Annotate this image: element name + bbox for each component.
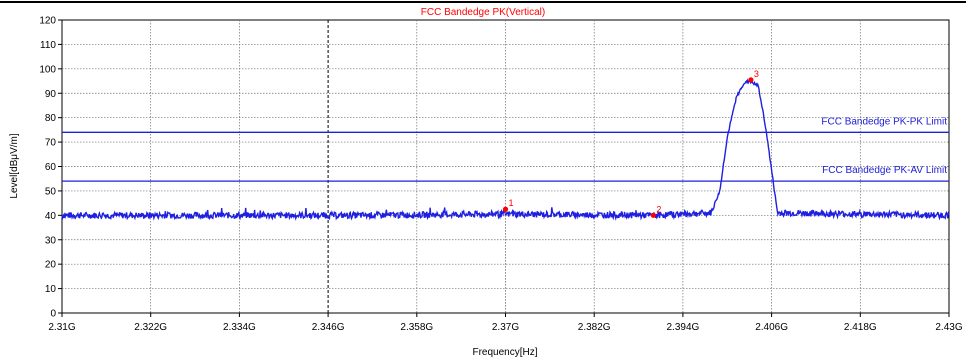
- y-tick-label: 70: [45, 138, 57, 149]
- limit-lines: FCC Bandedge PK-PK Limit FCC Bandedge PK-…: [62, 116, 949, 182]
- y-tick-label: 20: [45, 260, 57, 271]
- x-tick-label: 2.334G: [223, 322, 256, 333]
- y-tick-label: 60: [45, 162, 57, 173]
- grid-lines: [62, 20, 949, 313]
- y-tick-label: 100: [39, 64, 56, 75]
- x-tick-label: 2.31G: [48, 322, 75, 333]
- y-tick-label: 120: [39, 16, 56, 27]
- y-tick-label: 50: [45, 186, 57, 197]
- x-tick-label: 2.382G: [578, 322, 611, 333]
- y-tick-label: 110: [40, 40, 56, 51]
- x-tick-label: 2.43G: [935, 322, 962, 333]
- y-tick-label: 90: [45, 89, 57, 100]
- marker-label: 2: [656, 204, 661, 214]
- limit-label: FCC Bandedge PK-AV Limit: [822, 165, 947, 176]
- x-tick-label: 2.346G: [312, 322, 345, 333]
- limit-label: FCC Bandedge PK-PK Limit: [821, 116, 947, 127]
- x-tick-label: 2.394G: [666, 322, 699, 333]
- marker-label: 1: [509, 198, 514, 208]
- y-tick-label: 10: [45, 284, 57, 295]
- x-tick-label: 2.322G: [134, 322, 167, 333]
- chart-title: FCC Bandedge PK(Vertical): [421, 7, 546, 18]
- marker-point: [650, 212, 656, 218]
- marker-label: 3: [754, 69, 759, 79]
- y-axis-title: Level[dBμV/m]: [9, 133, 20, 198]
- measurement-trace: [61, 78, 950, 221]
- x-tick-label: 2.406G: [755, 322, 788, 333]
- y-tick-label: 0: [50, 309, 56, 320]
- x-axis-ticks: 2.31G 2.322G 2.334G 2.346G 2.358G 2.37G 2.382G…: [48, 313, 963, 333]
- y-tick-label: 80: [45, 113, 57, 124]
- y-tick-label: 30: [45, 235, 57, 246]
- x-tick-label: 2.418G: [844, 322, 877, 333]
- marker-point: [502, 206, 509, 212]
- y-tick-label: 40: [45, 211, 57, 222]
- x-tick-label: 2.358G: [400, 322, 433, 333]
- x-tick-label: 2.37G: [492, 322, 519, 333]
- y-axis-ticks: 0 10 20 30 40 50 60 70 80 90 100 110 120: [39, 16, 62, 320]
- x-axis-title: Frequency[Hz]: [472, 347, 537, 358]
- markers: 1 2 3: [502, 69, 759, 313]
- marker-point: [748, 77, 754, 83]
